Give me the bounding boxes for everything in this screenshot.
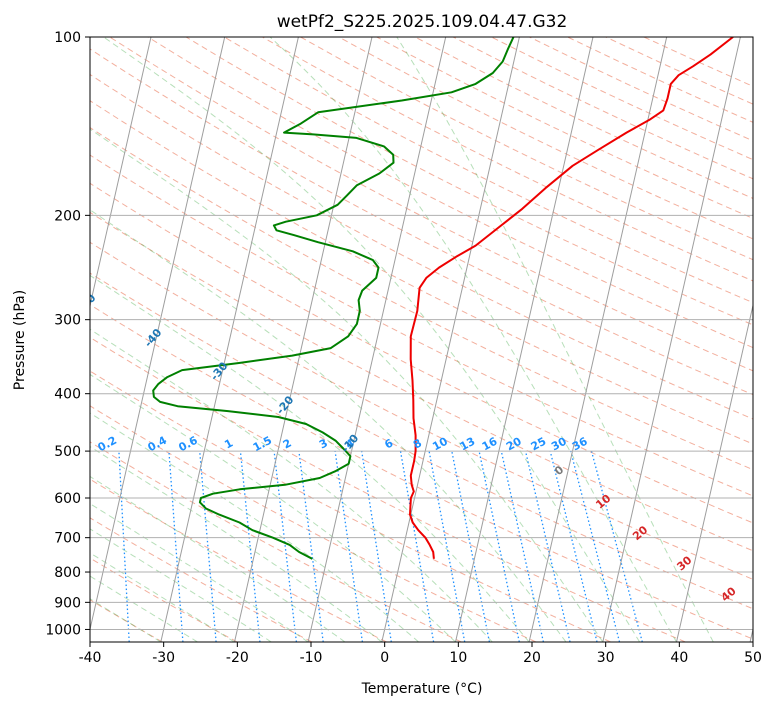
mixing-ratio-line <box>334 451 364 642</box>
isotherm-line <box>676 303 753 642</box>
x-tick-label: 0 <box>380 650 389 666</box>
dry-adiabat-line <box>90 154 753 497</box>
y-tick-label: 300 <box>54 313 81 329</box>
y-tick-label: 600 <box>54 491 81 507</box>
isotherm-label: -50 <box>76 291 99 315</box>
mixing-ratio-line <box>549 450 598 642</box>
y-tick-label: 900 <box>54 595 81 611</box>
y-tick-label: 200 <box>54 208 81 224</box>
sounding-curves <box>152 37 734 560</box>
y-tick-label: 800 <box>54 565 81 581</box>
grid-lines <box>90 37 753 642</box>
mixing-ratio-line <box>570 450 621 642</box>
plot-area: 0.10.20.40.611.52346810131620253036-100-… <box>76 37 753 642</box>
chart-title: wetPf2_S225.2025.109.04.47.G32 <box>277 12 568 32</box>
moist-adiabat-line <box>90 598 162 642</box>
dry-adiabat-line <box>90 272 753 610</box>
moist-adiabat-line <box>90 445 383 642</box>
isotherm-line <box>455 37 594 642</box>
isotherm-line <box>160 37 299 642</box>
temperature-curve <box>409 37 734 559</box>
mixing-ratio-line <box>273 451 298 642</box>
y-tick-label: 500 <box>54 444 81 460</box>
moist-adiabat-line <box>90 128 604 642</box>
moist-adiabat-line <box>90 575 198 642</box>
mixing-ratio-label: 30 <box>549 435 569 454</box>
mixing-ratio-line <box>478 450 520 642</box>
isotherm-line <box>528 37 668 642</box>
y-axis: 100 200 300 400 500 600 700 800 900 1000 <box>45 30 90 638</box>
moist-adiabat-line <box>90 552 235 642</box>
moist-adiabat-line <box>103 37 641 642</box>
x-tick-label: -20 <box>226 650 249 666</box>
isotherm-line <box>307 37 447 642</box>
moist-adiabat-line <box>396 37 714 642</box>
x-axis-label: Temperature (°C) <box>361 681 483 697</box>
moist-adiabat-line <box>90 274 530 642</box>
y-axis-label: Pressure (hPa) <box>12 290 28 390</box>
moist-adiabats <box>90 37 714 642</box>
mixing-ratio-line <box>361 451 392 642</box>
y-tick-label: 1000 <box>45 622 81 638</box>
dry-adiabat-line <box>109 37 753 372</box>
mixing-ratio-line <box>298 451 324 642</box>
x-tick-label: 10 <box>449 650 467 666</box>
mixing-ratio-line <box>428 450 466 642</box>
x-tick-label: -40 <box>79 650 102 666</box>
y-tick-label: 700 <box>54 531 81 547</box>
isotherm-line <box>90 37 152 308</box>
y-tick-label: 400 <box>54 387 81 403</box>
x-tick-label: 30 <box>597 650 615 666</box>
isotherm-line <box>602 37 741 642</box>
mixing-ratio-line <box>399 450 435 642</box>
dry-adiabat-line <box>90 182 753 524</box>
dry-adiabat-line <box>90 478 387 642</box>
mixing-ratio-label: 36 <box>570 435 590 454</box>
isotherm-line <box>381 37 520 642</box>
x-tick-label: -30 <box>152 650 175 666</box>
x-tick-label: 20 <box>523 650 541 666</box>
mixing-ratio-line <box>524 450 571 642</box>
moist-adiabat-line <box>90 475 346 642</box>
dry-adiabats <box>90 37 753 642</box>
dry-adiabat-line <box>90 405 537 642</box>
dewpoint-curve <box>152 37 515 560</box>
dry-adiabat-line <box>90 73 753 420</box>
x-tick-label: 40 <box>670 650 688 666</box>
mixing-ratio-label: 13 <box>458 435 478 454</box>
dry-adiabat-line <box>90 211 753 552</box>
dry-adiabat-line <box>90 336 686 642</box>
moist-adiabat-line <box>90 373 456 642</box>
plot-frame <box>89 36 754 643</box>
mixing-ratio-label: 25 <box>529 435 549 454</box>
y-tick-label: 100 <box>54 30 81 46</box>
x-tick-label: -10 <box>300 650 323 666</box>
x-axis: -40 -30 -20 -10 0 10 20 30 40 50 <box>79 642 762 666</box>
dry-adiabat-line <box>90 370 611 642</box>
mixing-ratio-label: 20 <box>504 435 524 454</box>
moist-adiabat-line <box>90 209 567 642</box>
isotherm-line <box>90 37 226 632</box>
dry-adiabat-line <box>90 441 462 642</box>
x-tick-label: 50 <box>744 650 762 666</box>
mixing-ratio-line <box>590 450 643 642</box>
dry-adiabat-line <box>147 37 753 349</box>
moist-adiabat-line <box>90 412 419 642</box>
mixing-ratio-label: 16 <box>480 435 500 454</box>
dry-adiabat-line <box>90 100 753 445</box>
mixing-ratio-label: 10 <box>430 435 450 454</box>
mixing-ratio-line <box>451 450 491 642</box>
